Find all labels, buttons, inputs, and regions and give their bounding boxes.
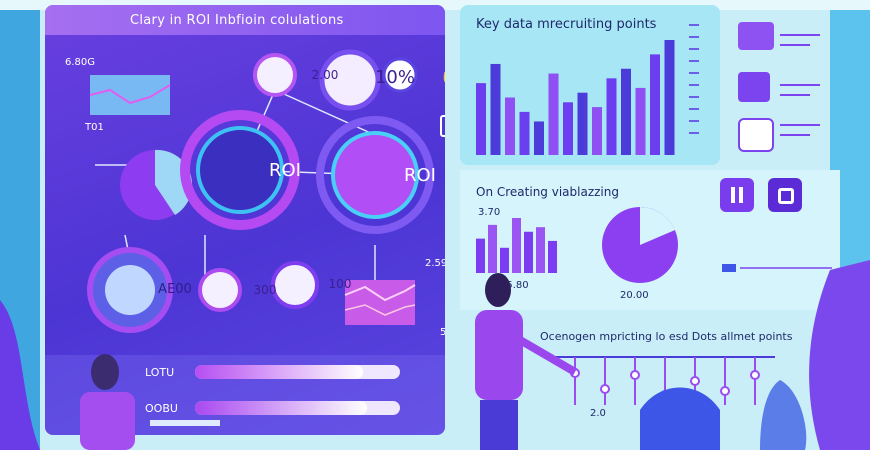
roi-ring-left xyxy=(180,110,300,230)
pause-button[interactable] xyxy=(720,178,754,212)
pie-label: 20.00 xyxy=(620,290,649,301)
progress-track xyxy=(195,401,400,415)
right-subtitle: On Creating viablazzing xyxy=(476,185,619,199)
main-bar xyxy=(519,111,530,155)
target-icon[interactable] xyxy=(738,118,774,152)
people-illustration xyxy=(0,260,870,450)
big-circle-top-value: 10% xyxy=(374,67,415,88)
small-bar xyxy=(488,224,497,273)
left-panel-title: Clary in ROI Inbfioin colulations xyxy=(130,13,344,28)
lower-chart xyxy=(344,280,416,325)
main-bar xyxy=(577,92,588,155)
small-bar xyxy=(548,240,557,273)
roi-ring-right xyxy=(316,116,434,234)
lower-right-circle xyxy=(271,261,319,309)
mini-chart-top-label: 6.80G xyxy=(65,57,96,68)
main-bar xyxy=(650,54,660,155)
progress-fill xyxy=(195,365,364,379)
small-circle-top xyxy=(253,53,297,97)
small-chart-top-label: 3.70 xyxy=(478,207,501,218)
main-bar xyxy=(664,40,675,155)
lower-mid-circle xyxy=(198,268,242,312)
main-bar xyxy=(592,107,602,155)
progress-label: OOBU xyxy=(145,402,178,415)
lower-chart-top-label: 2.59G xyxy=(425,258,445,269)
lower-left-circle xyxy=(87,247,173,333)
bar-chart-main xyxy=(476,40,675,155)
small-bar xyxy=(476,238,485,273)
stop-button[interactable] xyxy=(768,178,802,212)
main-bar xyxy=(621,68,631,155)
main-bar xyxy=(534,121,544,155)
bar-chart-axis-ticks xyxy=(689,24,699,134)
main-bar xyxy=(635,87,646,155)
browser-icon[interactable] xyxy=(738,22,774,50)
icon-circle xyxy=(382,57,418,93)
chat-icon[interactable] xyxy=(738,72,770,102)
lower-right-value: 100 xyxy=(328,277,352,291)
small-bar xyxy=(512,218,521,273)
small-bar xyxy=(500,247,509,273)
small-bar xyxy=(536,227,545,273)
roi-left-label: ROI xyxy=(269,160,301,181)
tag-icon[interactable] xyxy=(440,115,445,137)
small-bar-chart xyxy=(476,218,557,273)
hand-icon[interactable]: ✋ xyxy=(437,65,445,89)
lower-chart-bottom-label: 500 xyxy=(440,327,445,338)
small-bar xyxy=(524,231,533,273)
pie-chart xyxy=(602,206,678,283)
side-lines xyxy=(780,34,820,136)
main-bar xyxy=(505,97,515,155)
main-bar xyxy=(563,102,573,155)
lower-mid-value: 300 xyxy=(253,283,277,297)
pause-icon xyxy=(731,187,743,203)
progress-fill xyxy=(195,401,368,415)
progress-label: LOTU xyxy=(145,366,175,379)
progress-row-2: OOBU xyxy=(135,398,415,420)
right-top-panel: Key data mrecruiting points xyxy=(460,5,720,165)
mini-chart xyxy=(89,75,171,115)
right-panel-title: Key data mrecruiting points xyxy=(476,17,657,32)
roi-right-label: ROI xyxy=(404,165,436,186)
small-chart-bottom-label: 15.80 xyxy=(500,280,529,291)
progress-row-1: LOTU xyxy=(135,362,415,384)
main-bar xyxy=(548,73,559,155)
equalizer-lines xyxy=(722,264,832,272)
lower-left-value: AE00 xyxy=(158,282,192,297)
footer-title: Ocenogen mpricting lo esd Dots allmet po… xyxy=(540,330,793,343)
left-panel-title-bar xyxy=(45,5,445,35)
progress-track xyxy=(195,365,400,379)
footer-label: 2.0 xyxy=(590,408,606,419)
small-circle-top-value: 2.00 xyxy=(311,68,339,82)
main-bar xyxy=(606,78,617,155)
main-bar xyxy=(490,63,501,155)
stop-icon xyxy=(778,188,794,204)
big-circle-top xyxy=(319,49,381,111)
mini-chart-bottom-label: T01 xyxy=(85,122,104,133)
main-bar xyxy=(476,83,486,155)
